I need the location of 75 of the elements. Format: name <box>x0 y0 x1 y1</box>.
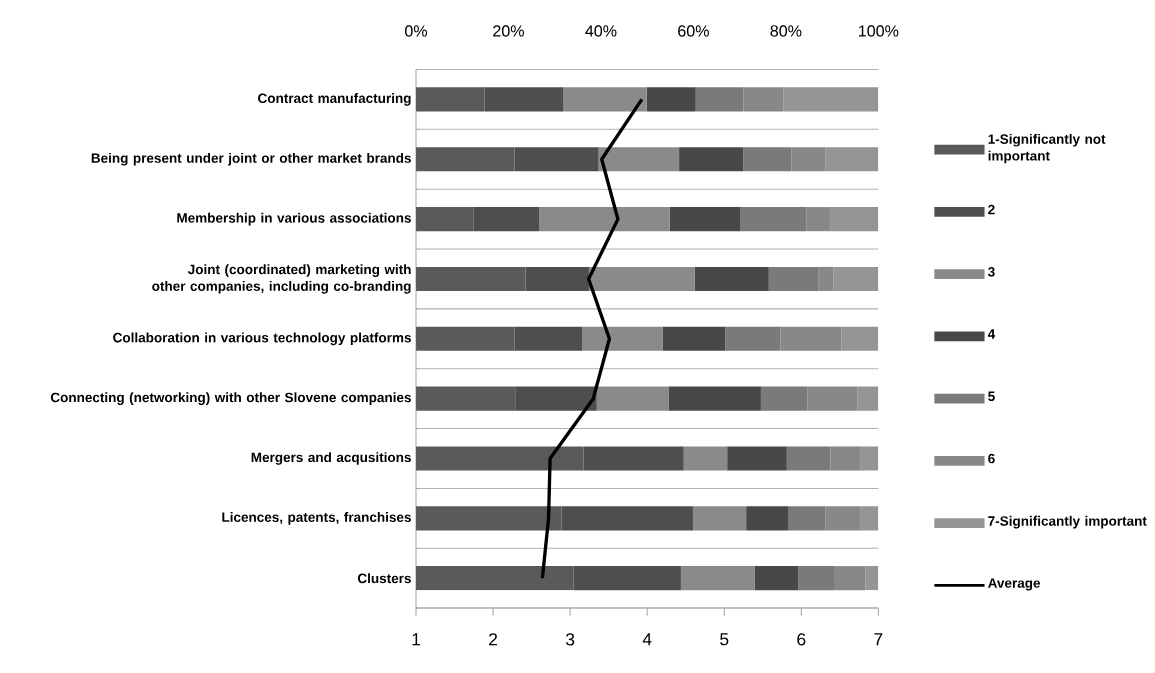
legend-label: 3 <box>988 267 995 277</box>
bar <box>694 267 769 292</box>
y-tick-label: Mergers and acqusitions <box>251 452 411 465</box>
bar <box>806 207 831 232</box>
bar <box>695 87 744 112</box>
y-tick-label: Clusters <box>357 573 411 584</box>
bar <box>807 386 858 411</box>
legend-label: Average <box>988 578 1041 591</box>
x2-tick-label: 4 <box>642 633 652 646</box>
bar <box>834 566 866 591</box>
bar <box>743 87 784 112</box>
bar <box>727 446 787 471</box>
x-tick-label: 100% <box>859 25 899 37</box>
bar <box>833 267 879 292</box>
bar <box>692 506 747 531</box>
bar <box>679 147 744 172</box>
bar <box>786 446 831 471</box>
bar <box>662 326 726 351</box>
bar <box>783 87 879 112</box>
bar <box>539 207 670 232</box>
x-tick-label: 40% <box>585 25 617 37</box>
bar <box>830 446 861 471</box>
bar <box>725 326 781 351</box>
x-tick-label: 20% <box>493 25 524 37</box>
bar <box>646 87 696 112</box>
bar <box>857 386 879 411</box>
legend-label: 7-Significantly important <box>988 515 1147 529</box>
bar <box>825 147 879 172</box>
y-tick-label: Licences, patents, franchises <box>222 512 411 525</box>
bar <box>563 87 647 112</box>
bar <box>683 446 728 471</box>
legend-label: 2 <box>988 204 995 215</box>
bar <box>754 566 799 591</box>
bar <box>860 506 879 531</box>
x2-tick-label: 2 <box>489 633 498 646</box>
y-tick-label: Connecting (networking) with other Slovene companies <box>50 392 411 406</box>
bar <box>791 147 826 172</box>
bar <box>740 207 807 232</box>
bar <box>598 147 680 172</box>
x2-tick-label: 3 <box>565 633 575 646</box>
bar <box>746 506 789 531</box>
bar <box>798 566 835 591</box>
bar <box>588 267 695 292</box>
bar <box>825 506 861 531</box>
bar <box>596 386 669 411</box>
bar <box>830 207 879 232</box>
x2-tick-label: 1 <box>412 633 421 646</box>
x2-tick-label: 7 <box>874 633 883 646</box>
bar <box>680 566 755 591</box>
bar <box>668 386 761 411</box>
bar <box>788 506 826 531</box>
y-tick-label: Membership in various associations <box>177 212 411 226</box>
bar <box>760 386 808 411</box>
y-tick-label: Collaboration in various technology platforms <box>113 332 411 346</box>
bar <box>865 566 879 591</box>
x-tick-label: 60% <box>678 25 709 37</box>
y-tick-label: Joint (coordinated) marketing with other companies, including co-branding <box>152 264 411 294</box>
bar <box>669 207 741 232</box>
x2-tick-label: 5 <box>720 633 729 646</box>
legend-label: 6 <box>988 453 995 464</box>
bar <box>841 326 879 351</box>
x2-tick-label: 6 <box>797 633 806 646</box>
y-tick-label: Contract manufacturing <box>258 93 411 106</box>
bar <box>860 446 879 471</box>
bar <box>780 326 842 351</box>
bar <box>743 147 792 172</box>
y-tick-label: Being present under joint or other market brands <box>91 153 411 166</box>
x-tick-label: 0% <box>405 25 428 37</box>
x-tick-label: 80% <box>770 25 802 37</box>
legend-label: 5 <box>988 391 995 402</box>
bar <box>768 267 819 292</box>
legend-label: 1-Significantly not important <box>988 134 1106 164</box>
bar <box>818 267 834 292</box>
bar <box>582 326 663 351</box>
legend-label: 4 <box>987 329 996 339</box>
